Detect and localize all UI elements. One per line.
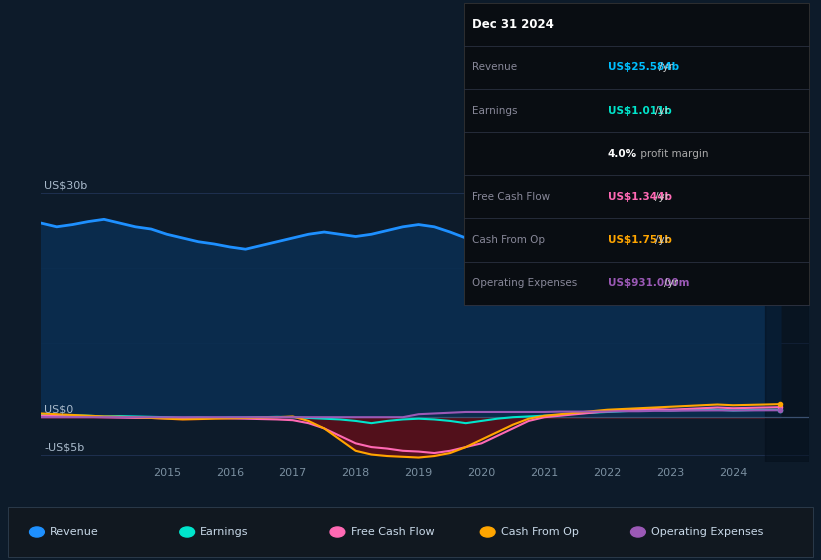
Text: Operating Expenses: Operating Expenses — [472, 278, 577, 288]
Text: Earnings: Earnings — [472, 106, 517, 115]
Text: US$1.011b: US$1.011b — [608, 106, 672, 115]
Text: Cash From Op: Cash From Op — [472, 235, 545, 245]
Text: US$1.751b: US$1.751b — [608, 235, 672, 245]
Text: Free Cash Flow: Free Cash Flow — [351, 527, 434, 537]
Text: Cash From Op: Cash From Op — [501, 527, 579, 537]
Text: /yr: /yr — [654, 235, 668, 245]
Text: /yr: /yr — [664, 278, 678, 288]
Text: Revenue: Revenue — [50, 527, 99, 537]
Text: US$1.344b: US$1.344b — [608, 192, 672, 202]
Text: US$0: US$0 — [44, 405, 73, 415]
Text: 4.0%: 4.0% — [608, 149, 636, 158]
Bar — [764, 171, 809, 462]
Text: profit margin: profit margin — [637, 149, 709, 158]
Text: US$30b: US$30b — [44, 180, 88, 190]
Text: Free Cash Flow: Free Cash Flow — [472, 192, 550, 202]
Text: -US$5b: -US$5b — [44, 442, 85, 452]
Text: Earnings: Earnings — [200, 527, 249, 537]
Text: US$25.584b: US$25.584b — [608, 63, 679, 72]
Text: /yr: /yr — [654, 106, 668, 115]
Text: Revenue: Revenue — [472, 63, 517, 72]
Text: Operating Expenses: Operating Expenses — [651, 527, 764, 537]
Text: Dec 31 2024: Dec 31 2024 — [472, 18, 554, 31]
Text: US$931.000m: US$931.000m — [608, 278, 689, 288]
Text: /yr: /yr — [659, 63, 673, 72]
Text: /yr: /yr — [654, 192, 668, 202]
